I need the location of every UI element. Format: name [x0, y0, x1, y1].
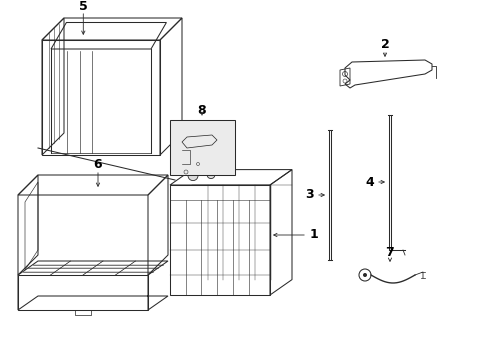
Text: 4: 4 [365, 175, 374, 189]
Circle shape [206, 171, 215, 179]
Text: 2: 2 [380, 39, 388, 51]
Text: 7: 7 [385, 247, 393, 260]
Text: 6: 6 [94, 158, 102, 171]
Text: 8: 8 [197, 104, 206, 117]
Text: 1: 1 [309, 229, 318, 242]
Text: 3: 3 [305, 189, 314, 202]
Text: 5: 5 [79, 0, 87, 13]
Bar [170, 120, 235, 175]
Circle shape [362, 273, 366, 277]
Circle shape [187, 171, 198, 181]
